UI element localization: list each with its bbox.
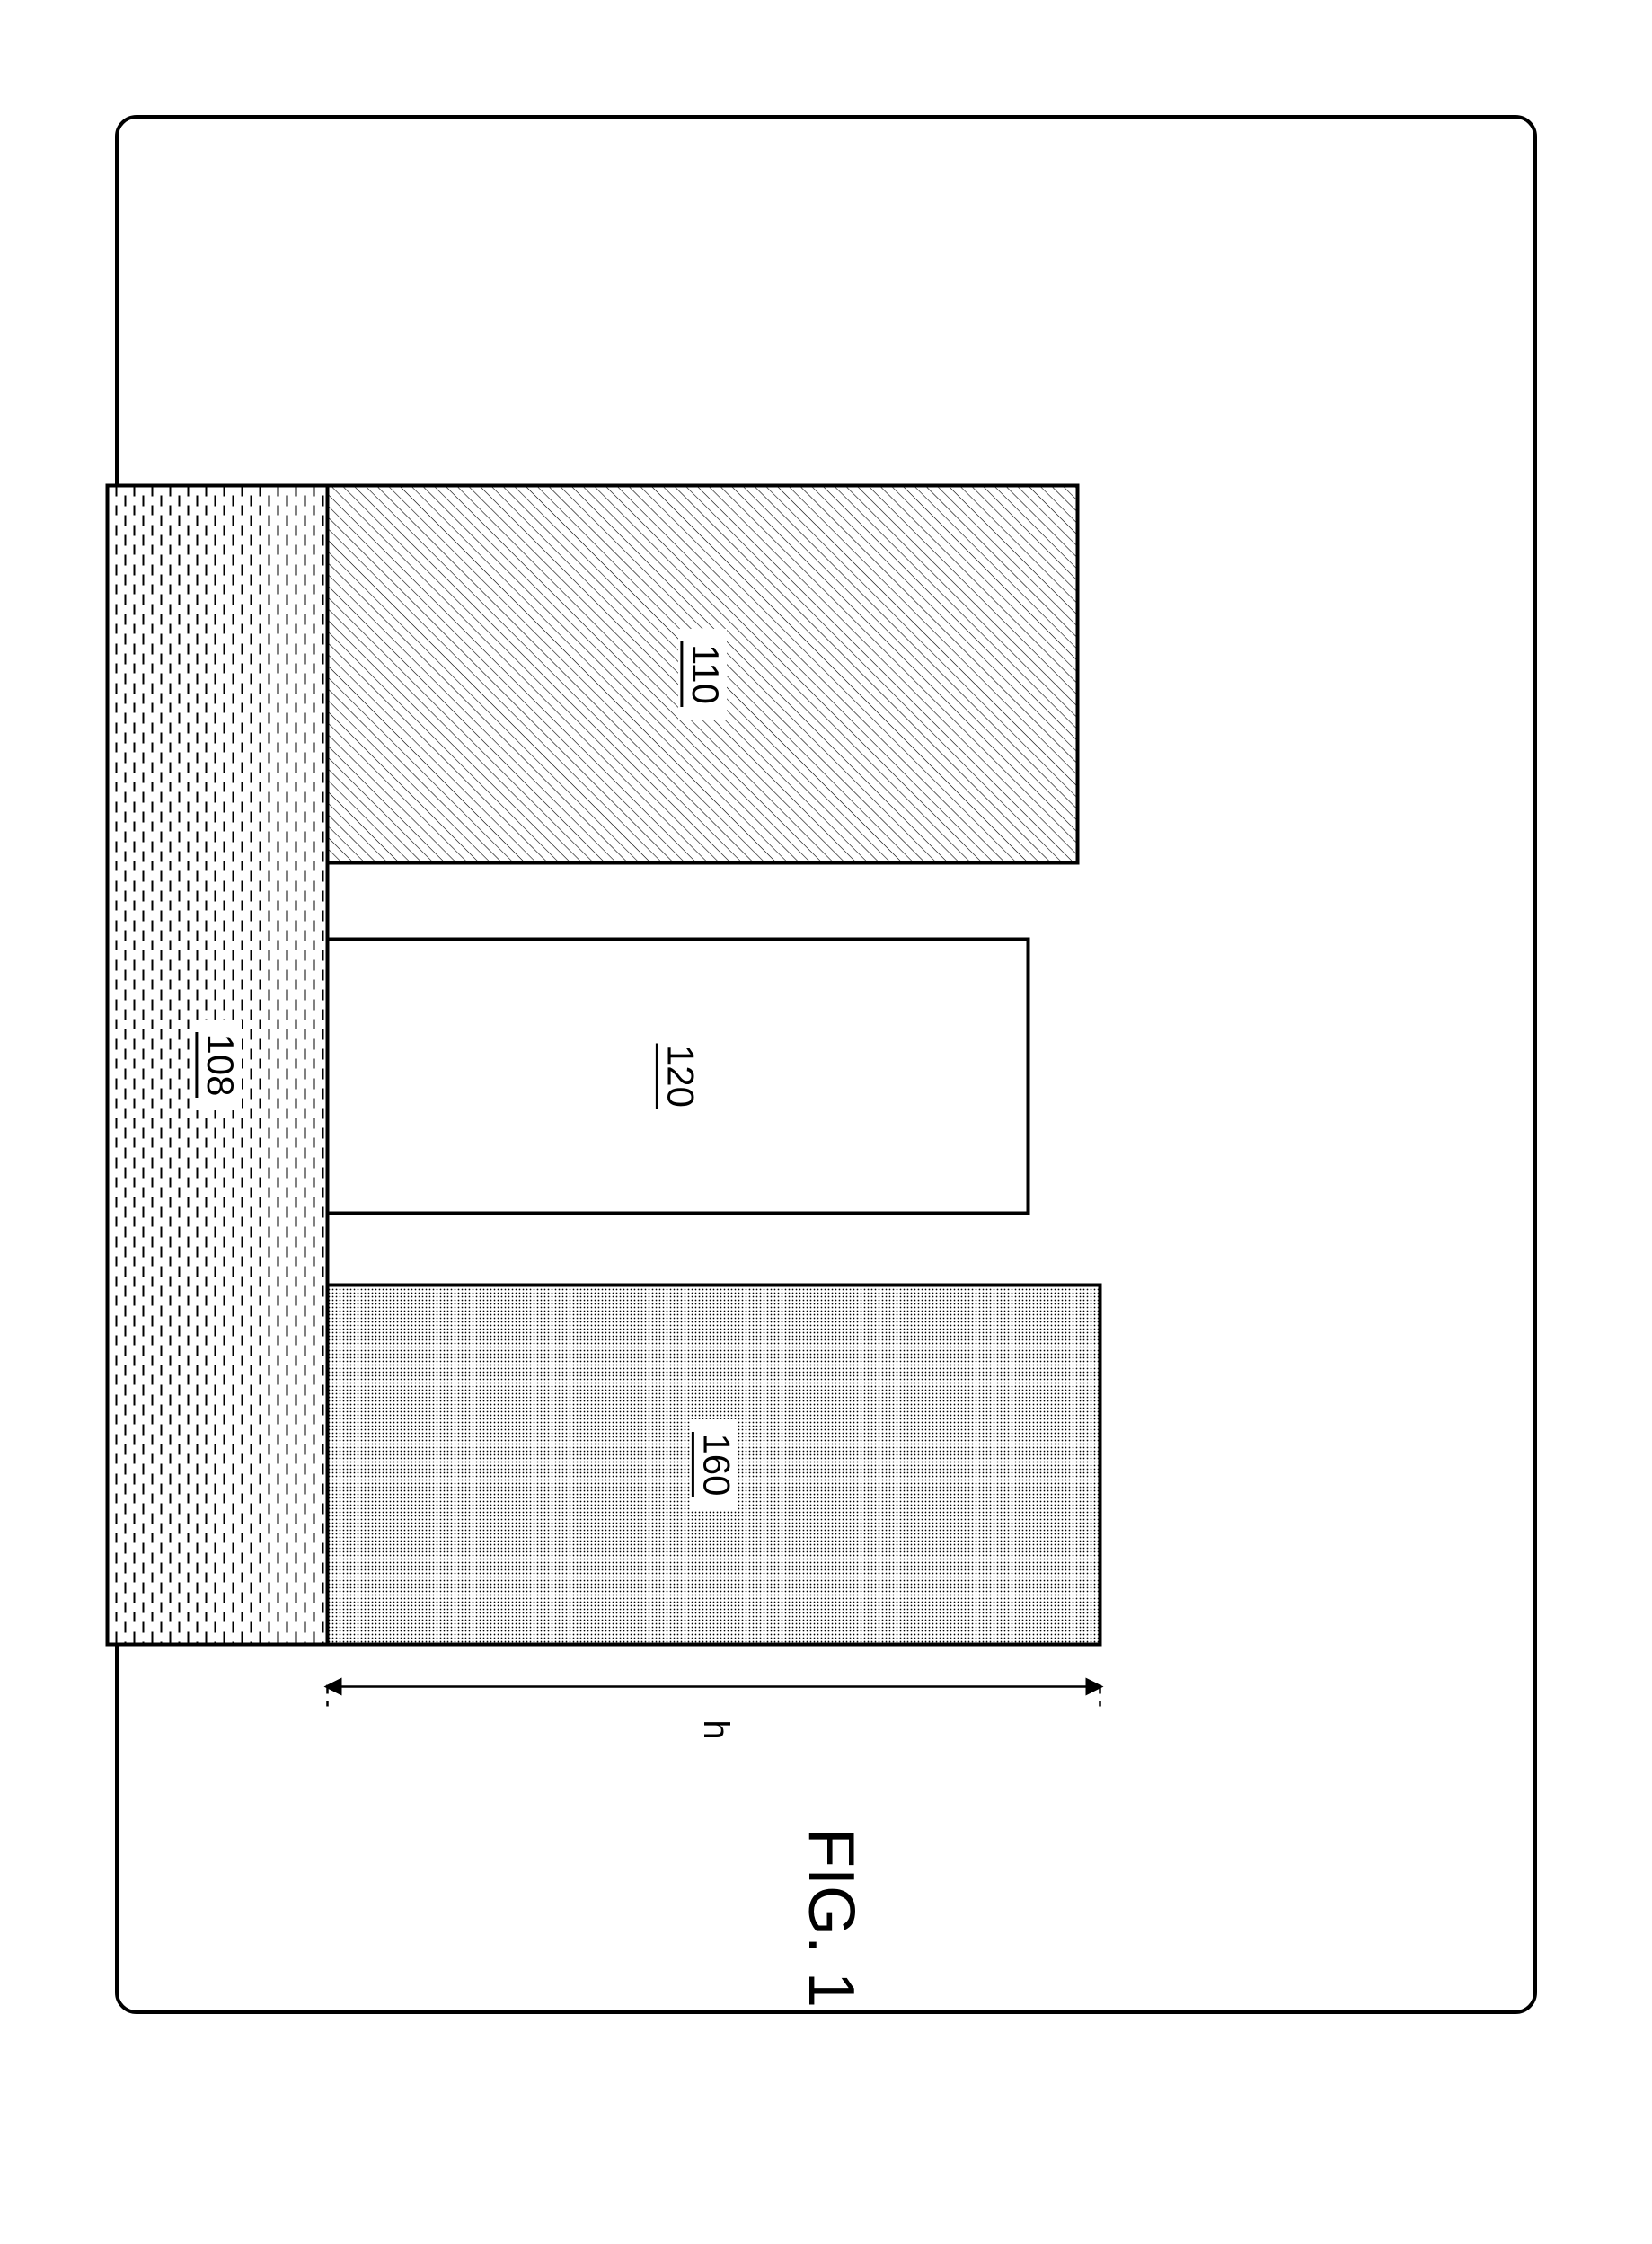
figure-group: 108 110 120 160 h	[108, 486, 1100, 1740]
label-160: 160	[690, 1419, 738, 1510]
label-108: 108	[193, 1020, 242, 1110]
svg-text:160: 160	[695, 1433, 738, 1496]
svg-text:108: 108	[199, 1033, 242, 1096]
figure-caption: FIG. 1	[795, 1828, 867, 2008]
label-110: 110	[678, 629, 727, 720]
label-120: 120	[654, 1030, 702, 1121]
svg-text:110: 110	[685, 644, 727, 704]
figure-caption-group: FIG. 1	[795, 1828, 867, 2008]
svg-text:120: 120	[659, 1045, 702, 1108]
height-label: h	[696, 1719, 736, 1739]
